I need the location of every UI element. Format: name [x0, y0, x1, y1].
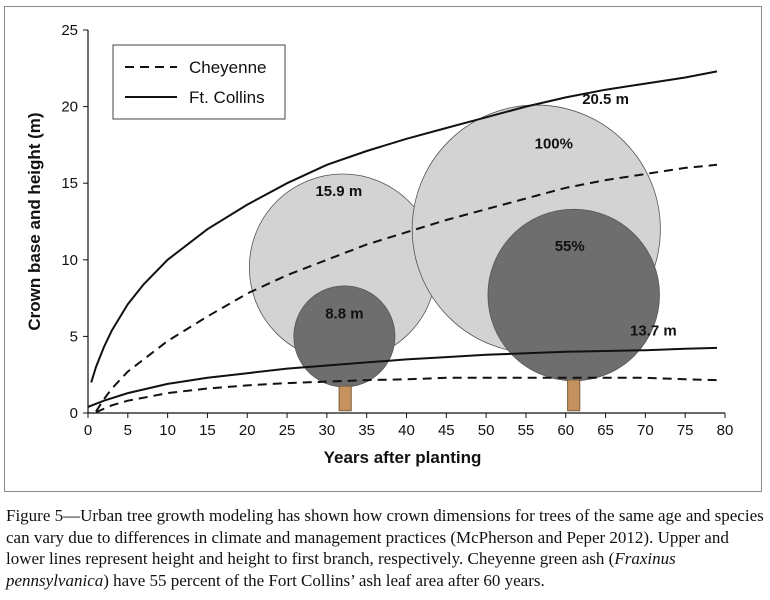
x-tick-label: 80 [717, 422, 734, 439]
legend-box [112, 44, 286, 120]
series-line-ft-collinsheight [90, 70, 718, 383]
x-tick-label: 20 [239, 422, 256, 439]
y-tick-label: 25 [61, 22, 78, 39]
caption-species: Fraxinus pennsylvanica [6, 549, 676, 590]
tree-label: 55% [555, 238, 585, 255]
x-tick-label: 25 [279, 422, 296, 439]
y-tick-label: 15 [61, 175, 78, 192]
tree-label: 8.8 m [325, 305, 363, 322]
y-tick-label: 0 [70, 405, 78, 422]
series-line-ft-collinsbranch [87, 346, 718, 408]
crown-growth-chart: 0 5 10 15 20 25 30 35 40 45 50 55 60 65 70 75 80 0 5 10 15 20… [25, 22, 733, 467]
x-tick-label: 70 [637, 422, 654, 439]
tree-label: 100% [535, 135, 573, 152]
x-tick-label: 15 [199, 422, 216, 439]
x-tick-label: 5 [124, 422, 132, 439]
annotation-label: 20.5 m [582, 91, 629, 108]
legend-label: Cheyenne [189, 58, 267, 77]
tree-crown [293, 285, 396, 388]
tree-trunk-visible [567, 379, 581, 412]
y-tick-label: 5 [70, 328, 78, 345]
x-tick-label: 35 [358, 422, 375, 439]
caption-text-1: Figure 5—Urban tree growth modeling has … [6, 506, 764, 568]
tree-trunk-visible [338, 385, 352, 412]
tree-label: 15.9 m [315, 183, 362, 200]
x-tick-label: 55 [518, 422, 535, 439]
series-line-cheyennebranch [95, 376, 718, 414]
figure-caption: Figure 5—Urban tree growth modeling has … [6, 505, 764, 591]
caption-text-2: ) have 55 percent of the Fort Collins’ a… [103, 570, 545, 590]
figure-frame: 0 5 10 15 20 25 30 35 40 45 50 55 60 65 70 75 80 0 5 10 15 20… [4, 6, 762, 492]
legend-label: Ft. Collins [189, 88, 265, 107]
x-tick-label: 75 [677, 422, 694, 439]
annotation-label: 13.7 m [630, 322, 677, 339]
x-tick-label: 40 [398, 422, 415, 439]
y-tick-label: 20 [61, 99, 78, 116]
y-axis-title: Crown base and height (m) [25, 112, 44, 330]
x-tick-label: 60 [557, 422, 574, 439]
x-tick-label: 65 [597, 422, 614, 439]
x-tick-label: 50 [478, 422, 495, 439]
x-tick-label: 30 [319, 422, 336, 439]
x-axis-title: Years after planting [324, 448, 482, 467]
x-tick-label: 10 [159, 422, 176, 439]
y-tick-label: 10 [61, 252, 78, 269]
x-tick-label: 45 [438, 422, 455, 439]
series-line-cheyenneheight [95, 163, 718, 413]
plot-area: 0 5 10 15 20 25 30 35 40 45 50 55 60 65 70 75 80 0 5 10 15 20… [25, 22, 733, 467]
tree-crown [487, 208, 660, 382]
x-tick-label: 0 [84, 422, 92, 439]
